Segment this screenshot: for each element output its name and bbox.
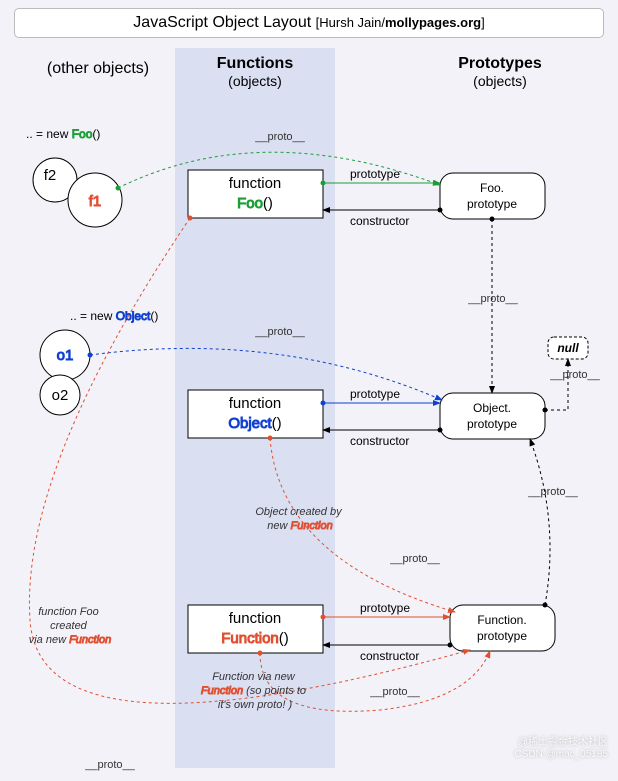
- arrow-objproto-null: [545, 359, 568, 410]
- object-proto-box: [440, 393, 545, 439]
- foo-name: Foo(): [237, 195, 273, 212]
- svg-text:prototype: prototype: [467, 417, 517, 431]
- note-obj-created: Object created by new Function: [255, 506, 344, 532]
- note-func-via: Function via new Function (so points to …: [201, 671, 309, 711]
- function-proto-box: [450, 605, 555, 651]
- svg-text:__proto__: __proto__: [527, 486, 578, 498]
- note-foo-created: function Foo created via new Function: [29, 606, 112, 646]
- watermark: @稀土掘金技术社区 CSDN @mac_05185: [514, 737, 608, 761]
- svg-text:constructor: constructor: [350, 434, 409, 448]
- svg-text:__proto__: __proto__: [369, 686, 420, 698]
- f1-label: f1: [89, 193, 102, 210]
- svg-text:__proto__: __proto__: [254, 131, 305, 143]
- svg-text:Foo.: Foo.: [480, 181, 504, 195]
- svg-text:Object.: Object.: [473, 401, 511, 415]
- svg-text:constructor: constructor: [360, 649, 419, 663]
- svg-text:Function(): Function(): [221, 630, 289, 647]
- svg-text:__proto__: __proto__: [84, 759, 135, 771]
- svg-text:prototype: prototype: [350, 167, 400, 181]
- diagram-svg: f2 f1 .. = new Foo() function Foo() Foo.…: [0, 0, 618, 781]
- svg-text:Object(): Object(): [228, 415, 281, 432]
- svg-text:constructor: constructor: [350, 214, 409, 228]
- foo-kw: function: [229, 175, 282, 192]
- svg-text:prototype: prototype: [477, 629, 527, 643]
- svg-text:function: function: [229, 610, 282, 627]
- svg-text:prototype: prototype: [350, 387, 400, 401]
- svg-text:__proto__: __proto__: [254, 326, 305, 338]
- o1-label: o1: [57, 347, 74, 364]
- arrow-funcproto-objproto: [530, 439, 550, 605]
- svg-text:__proto__: __proto__: [389, 553, 440, 565]
- svg-text:__proto__: __proto__: [467, 293, 518, 305]
- svg-text:Function.: Function.: [477, 613, 526, 627]
- svg-text:prototype: prototype: [360, 601, 410, 615]
- svg-text:function: function: [229, 395, 282, 412]
- new-object-label: .. = new Object(): [70, 309, 158, 323]
- svg-text:null: null: [557, 341, 579, 355]
- svg-text:prototype: prototype: [467, 197, 517, 211]
- svg-text:__proto__: __proto__: [549, 369, 600, 381]
- new-foo-label: .. = new Foo(): [26, 127, 100, 141]
- foo-proto-box: [440, 173, 545, 219]
- o2-label: o2: [52, 387, 69, 404]
- f2-label: f2: [44, 167, 57, 184]
